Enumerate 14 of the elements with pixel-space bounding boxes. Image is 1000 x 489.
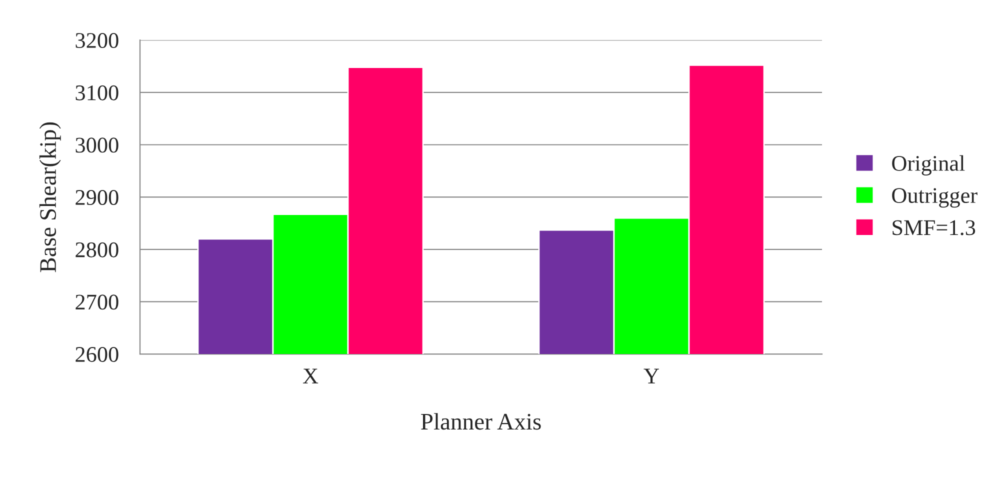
x-axis-title: Planner Axis	[421, 413, 541, 430]
legend-label: SMF=1.3	[892, 220, 976, 236]
x-tick-label: Y	[644, 368, 659, 384]
y-tick-label: 2700	[76, 294, 118, 310]
x-tick-label: X	[302, 368, 318, 384]
y-axis-title: Base Shear(kip)	[39, 122, 61, 272]
y-tick-label: 2600	[76, 346, 118, 362]
y-tick-label: 3200	[76, 33, 118, 48]
y-tick-label: 3000	[76, 138, 118, 153]
legend-label: Outrigger	[892, 188, 978, 208]
legend-label: Original	[892, 155, 965, 176]
y-tick-label: 2900	[76, 190, 118, 205]
y-tick-label: 2800	[76, 242, 118, 258]
y-tick-label: 3100	[76, 85, 118, 100]
